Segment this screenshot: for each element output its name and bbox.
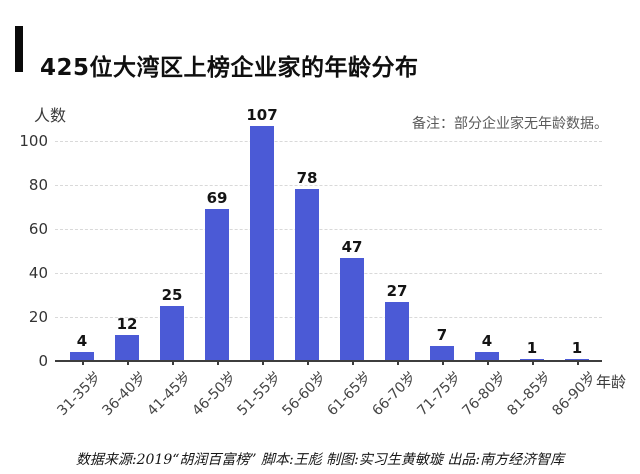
x-axis-tick	[172, 361, 174, 365]
gridline-100	[55, 140, 602, 142]
x-tick-label: 76-80岁	[459, 369, 510, 420]
bar-76-80岁	[475, 352, 499, 361]
y-tick-label: 80	[28, 176, 48, 194]
x-tick-label: 31-35岁	[54, 369, 105, 420]
x-tick-label: 41-45岁	[144, 369, 195, 420]
bar-71-75岁	[430, 345, 454, 361]
x-axis-tick	[127, 361, 129, 365]
credits-line: 数据来源:2019“胡润百富榜” 脚本:王彪 制图:实习生黄敏璇 出品:南方经济…	[75, 452, 565, 468]
bar-31-35岁	[70, 352, 94, 361]
x-tick-label: 46-50岁	[189, 369, 240, 420]
x-tick-label: 86-90岁	[549, 369, 600, 420]
x-tick-label: 56-60岁	[279, 369, 330, 420]
bar-value-label: 4	[76, 332, 88, 351]
bar-value-label: 27	[386, 281, 408, 300]
title-accent-bar	[15, 26, 23, 72]
x-axis-tick	[352, 361, 354, 365]
bar-56-60岁	[295, 189, 319, 361]
bar-61-65岁	[340, 257, 364, 361]
chart-note: 备注：部分企业家无年龄数据。	[412, 116, 608, 132]
x-axis-line	[55, 360, 602, 362]
bar-value-label: 7	[436, 325, 448, 344]
bar-86-90岁	[565, 358, 589, 361]
gridline-80	[55, 184, 602, 186]
bar-value-label: 78	[296, 169, 318, 188]
x-axis-tick	[307, 361, 309, 365]
x-axis-tick	[487, 361, 489, 365]
x-axis-tick	[82, 361, 84, 365]
x-axis-tick	[397, 361, 399, 365]
bar-value-label: 69	[206, 189, 228, 208]
bar-81-85岁	[520, 358, 544, 361]
gridline-60	[55, 228, 602, 230]
y-tick-label: 100	[19, 132, 48, 150]
bar-value-label: 12	[116, 314, 138, 333]
y-tick-label: 60	[28, 220, 48, 238]
page-title: 425位大湾区上榜企业家的年龄分布	[40, 55, 419, 82]
y-axis-title: 人数	[34, 106, 67, 125]
bar-value-label: 1	[526, 338, 538, 357]
y-tick-label: 40	[28, 264, 48, 282]
y-tick-label: 20	[28, 308, 48, 326]
x-axis-tick	[217, 361, 219, 365]
bar-value-label: 25	[161, 286, 183, 304]
bar-value-label: 1	[571, 338, 583, 357]
x-tick-label: 36-40岁	[99, 369, 150, 420]
x-tick-label: 66-70岁	[369, 369, 420, 420]
x-tick-label: 71-75岁	[414, 369, 465, 420]
x-axis-tick	[442, 361, 444, 365]
x-axis-tick	[262, 361, 264, 365]
x-axis-title: 年龄	[596, 373, 627, 391]
bar-value-label: 47	[341, 237, 363, 256]
x-axis-tick	[532, 361, 534, 365]
gridline-20	[55, 316, 602, 318]
bar-66-70岁	[385, 301, 409, 361]
bar-41-45岁	[160, 306, 184, 361]
gridline-40	[55, 272, 602, 274]
x-axis-tick	[577, 361, 579, 365]
x-tick-label: 61-65岁	[324, 369, 375, 420]
bar-value-label: 4	[481, 332, 493, 351]
bar-value-label: 107	[246, 105, 278, 124]
bar-51-55岁	[250, 125, 274, 361]
x-tick-label: 81-85岁	[504, 369, 555, 420]
bar-46-50岁	[205, 209, 229, 361]
x-tick-label: 51-55岁	[234, 369, 285, 420]
bar-36-40岁	[115, 334, 139, 361]
y-tick-label: 0	[38, 352, 48, 370]
